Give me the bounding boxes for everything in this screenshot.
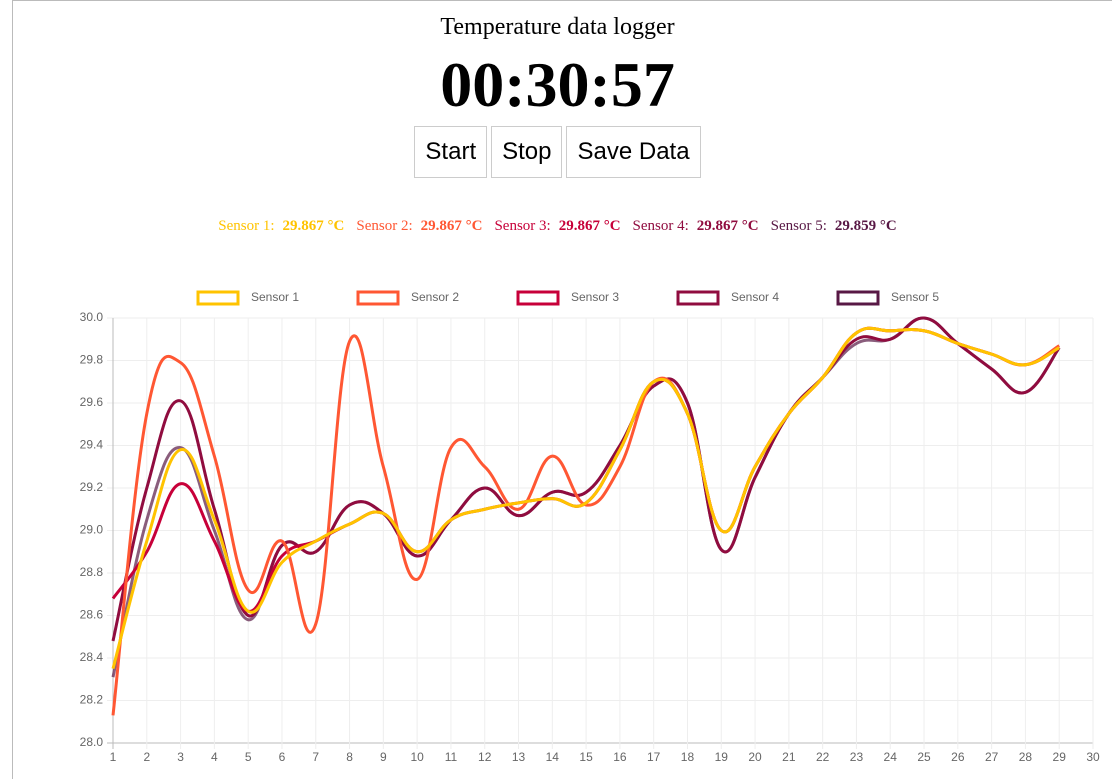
reading: Sensor 4: 29.867 °C xyxy=(633,218,759,235)
reading-value: 29.867 °C xyxy=(420,218,483,234)
x-tick-label: 3 xyxy=(177,750,184,764)
y-tick-label: 28.0 xyxy=(80,735,104,749)
x-tick-label: 23 xyxy=(850,750,864,764)
x-tick-label: 5 xyxy=(245,750,252,764)
x-tick-label: 28 xyxy=(1019,750,1033,764)
reading-label: Sensor 1: xyxy=(218,218,275,234)
legend-swatch xyxy=(516,290,560,306)
legend-swatch xyxy=(836,290,880,306)
x-tick-label: 9 xyxy=(380,750,387,764)
x-tick-label: 22 xyxy=(816,750,830,764)
y-tick-label: 28.4 xyxy=(80,650,104,664)
legend-label: Sensor 5 xyxy=(891,290,939,304)
x-tick-label: 18 xyxy=(681,750,695,764)
reading-label: Sensor 3: xyxy=(494,218,551,234)
x-tick-label: 11 xyxy=(445,750,458,764)
reading-value: 29.867 °C xyxy=(282,218,345,234)
x-tick-label: 25 xyxy=(917,750,931,764)
y-tick-label: 29.4 xyxy=(80,438,104,452)
reading-label: Sensor 4: xyxy=(632,218,689,234)
legend-swatch xyxy=(356,290,400,306)
x-tick-label: 2 xyxy=(143,750,150,764)
x-tick-label: 24 xyxy=(884,750,898,764)
frame xyxy=(12,0,1112,779)
reading: Sensor 1: 29.867 °C xyxy=(218,218,344,235)
x-tick-label: 17 xyxy=(647,750,661,764)
legend-label: Sensor 3 xyxy=(571,290,619,304)
button-bar: Start Stop Save Data xyxy=(0,126,1115,178)
x-tick-label: 16 xyxy=(613,750,627,764)
legend-label: Sensor 1 xyxy=(251,290,299,304)
reading: Sensor 3: 29.867 °C xyxy=(494,218,620,235)
reading: Sensor 2: 29.867 °C xyxy=(356,218,482,235)
y-tick-label: 29.0 xyxy=(80,523,104,537)
y-tick-label: 30.0 xyxy=(80,310,104,324)
y-tick-label: 29.8 xyxy=(80,353,104,367)
readings: Sensor 1: 29.867 °C Sensor 2: 29.867 °C Sens… xyxy=(0,218,1115,235)
x-tick-label: 19 xyxy=(715,750,729,764)
y-tick-label: 28.6 xyxy=(80,608,104,622)
reading-value: 29.867 °C xyxy=(696,218,759,234)
x-tick-label: 29 xyxy=(1053,750,1067,764)
title: Temperature data logger xyxy=(440,14,675,40)
legend-label: Sensor 2 xyxy=(411,290,459,304)
y-tick-label: 28.8 xyxy=(80,565,104,579)
legend-swatch xyxy=(196,290,240,306)
button[interactable]: Start xyxy=(414,126,488,178)
button[interactable]: Save Data xyxy=(566,126,701,178)
legend-label: Sensor 4 xyxy=(731,290,779,304)
y-tick-label: 29.2 xyxy=(80,480,104,494)
x-tick-label: 30 xyxy=(1086,750,1100,764)
x-tick-label: 7 xyxy=(312,750,319,764)
x-tick-label: 14 xyxy=(546,750,560,764)
series-line xyxy=(111,326,1060,670)
reading-value: 29.859 °C xyxy=(834,218,897,234)
reading-label: Sensor 5: xyxy=(770,218,827,234)
x-tick-label: 8 xyxy=(346,750,353,764)
y-tick-label: 29.6 xyxy=(80,395,104,409)
x-tick-label: 26 xyxy=(951,750,965,764)
reading: Sensor 5: 29.859 °C xyxy=(771,218,897,235)
x-tick-label: 27 xyxy=(985,750,999,764)
x-tick-label: 15 xyxy=(579,750,593,764)
x-tick-label: 10 xyxy=(410,750,424,764)
reading-label: Sensor 2: xyxy=(356,218,413,234)
x-tick-label: 21 xyxy=(782,750,796,764)
y-tick-label: 28.2 xyxy=(80,693,104,707)
legend-swatch xyxy=(676,290,720,306)
reading-value: 29.867 °C xyxy=(558,218,621,234)
timer: 00:30:57 xyxy=(440,49,675,120)
x-tick-label: 13 xyxy=(512,750,526,764)
button[interactable]: Stop xyxy=(491,126,563,178)
x-tick-label: 1 xyxy=(110,750,117,764)
x-tick-label: 4 xyxy=(211,750,218,764)
x-tick-label: 20 xyxy=(748,750,762,764)
x-tick-label: 6 xyxy=(279,750,286,764)
x-tick-label: 12 xyxy=(478,750,492,764)
